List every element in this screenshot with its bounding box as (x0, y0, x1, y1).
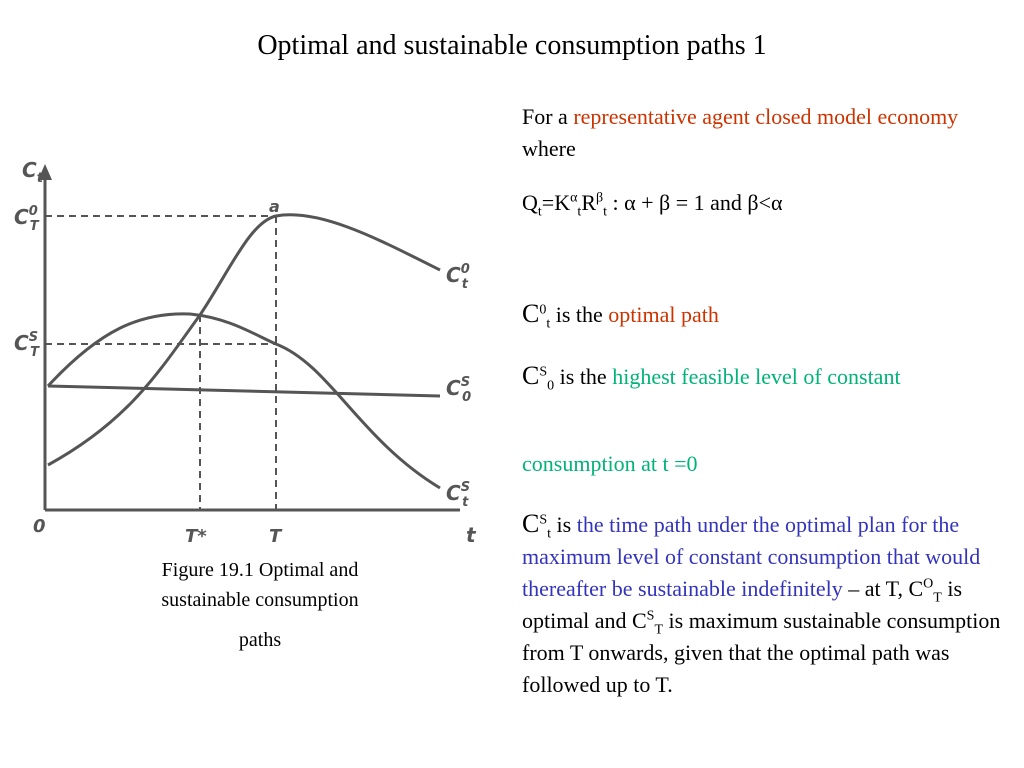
intro-paragraph: For a representative agent closed model … (522, 104, 959, 161)
tick-label-ct0: C0 T (14, 204, 40, 234)
page-title: Optimal and sustainable consumption path… (257, 30, 767, 61)
curve-optimal-path (47, 213, 441, 467)
point-a-label: a (269, 197, 280, 216)
figure-caption: Figure 19.1 Optimal and sustainable cons… (120, 555, 400, 655)
curve-label-c0t: C0 t (446, 262, 470, 292)
curve-constant-cs0 (47, 384, 441, 398)
definition-sustainable-path: CSt is the time path under the optimal p… (522, 509, 1001, 697)
consumption-paths-figure: Ct C0 T CS T 0 T* T t a C0 t CS 0 CS t (14, 158, 477, 547)
tick-label-cts: CS T (14, 330, 40, 360)
caption-line-2: paths (238, 629, 282, 651)
definition-constant-level: CS0 is the highest feasible level of con… (522, 361, 901, 394)
y-axis-arrow (38, 164, 52, 180)
definition-constant-level-cont: consumption at t =0 (522, 451, 698, 476)
curve-label-cst: CS t (446, 480, 470, 510)
x-axis-label: t (466, 523, 477, 547)
highlight-model-economy: representative agent closed model econom… (573, 104, 959, 129)
tick-label-tstar: T* (185, 526, 207, 547)
curve-label-cs0: CS 0 (446, 375, 471, 405)
production-equation: Qt=KαtRβt : α + β = 1 and β<α (522, 190, 783, 220)
svg-text:Ct: Ct (22, 158, 44, 186)
caption-line-1: Figure 19.1 Optimal and sustainable cons… (161, 559, 359, 611)
definition-optimal-path: C0t is the optimal path (522, 299, 719, 332)
curve-sustainable-path (46, 312, 441, 490)
y-axis-label: C (22, 158, 37, 182)
origin-label: 0 (33, 516, 46, 537)
tick-label-t: T (269, 526, 283, 547)
